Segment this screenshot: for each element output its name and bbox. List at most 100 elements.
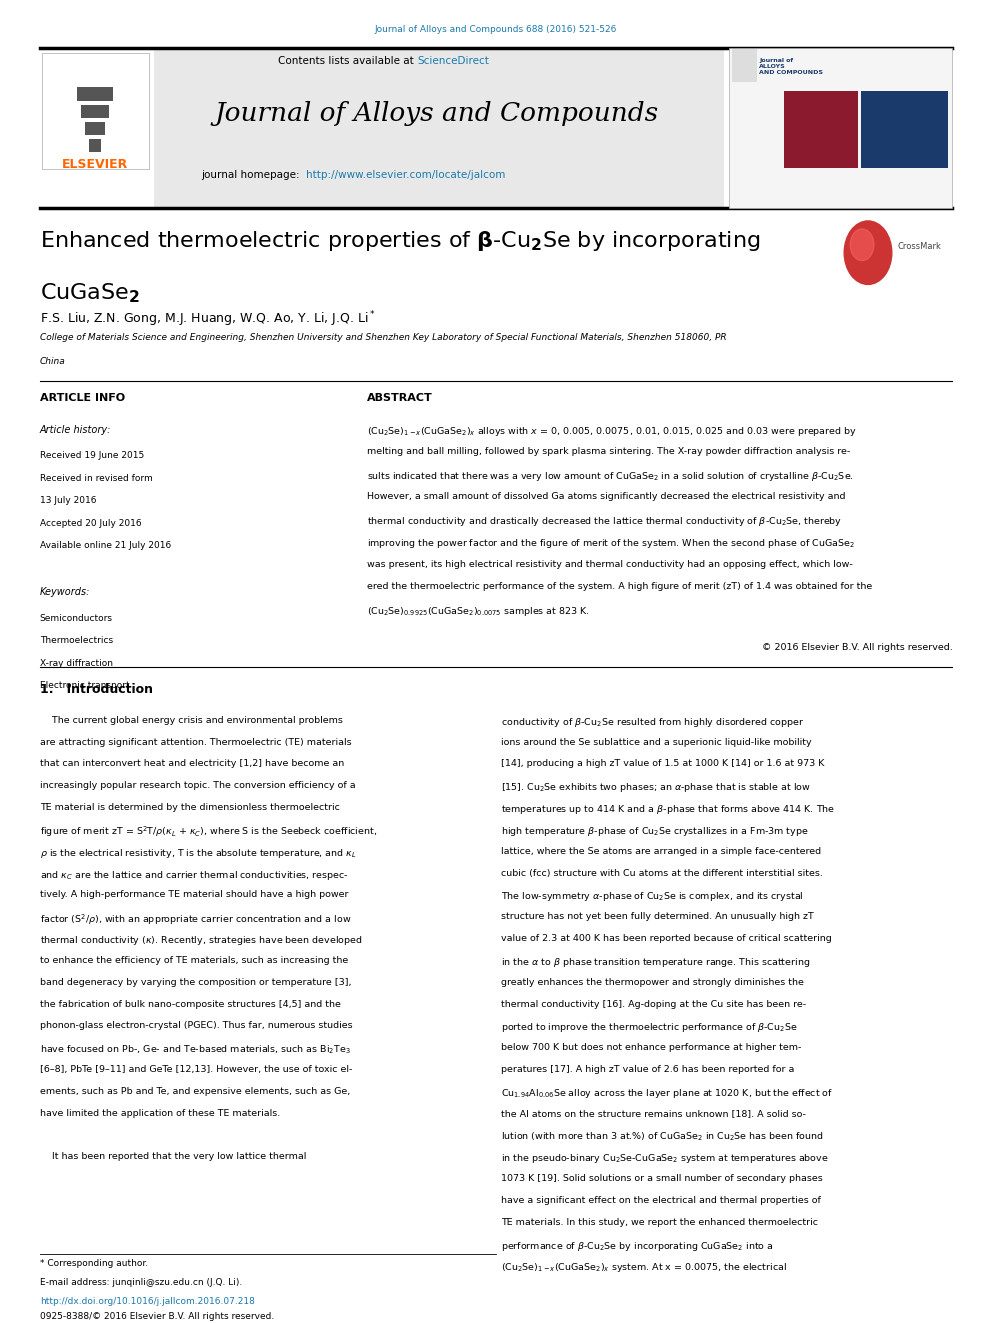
Bar: [784, 91, 858, 168]
Text: (Cu$_2$Se)$_{0.9925}$(CuGaSe$_2$)$_{0.0075}$ samples at 823 K.: (Cu$_2$Se)$_{0.9925}$(CuGaSe$_2$)$_{0.00…: [367, 605, 590, 618]
Text: Semiconductors: Semiconductors: [40, 614, 113, 623]
Text: Keywords:: Keywords:: [40, 587, 90, 598]
Text: lattice, where the Se atoms are arranged in a simple face-centered: lattice, where the Se atoms are arranged…: [501, 847, 821, 856]
Text: TE materials. In this study, we report the enhanced thermoelectric: TE materials. In this study, we report t…: [501, 1218, 818, 1226]
Text: ported to improve the thermoelectric performance of $\beta$-Cu$_2$Se: ported to improve the thermoelectric per…: [501, 1021, 798, 1035]
Text: Journal of
ALLOYS
AND COMPOUNDS: Journal of ALLOYS AND COMPOUNDS: [759, 58, 823, 75]
Text: structure has not yet been fully determined. An unusually high zT: structure has not yet been fully determi…: [501, 913, 813, 921]
Bar: [77, 87, 113, 101]
Text: However, a small amount of dissolved Ga atoms significantly decreased the electr: However, a small amount of dissolved Ga …: [367, 492, 845, 501]
Text: Received in revised form: Received in revised form: [40, 474, 153, 483]
Text: thermal conductivity ($\kappa$). Recently, strategies have been developed: thermal conductivity ($\kappa$). Recentl…: [40, 934, 362, 947]
Text: have limited the application of these TE materials.: have limited the application of these TE…: [40, 1109, 280, 1118]
Text: CuGaSe$\mathbf{_2}$: CuGaSe$\mathbf{_2}$: [40, 282, 140, 306]
Text: conductivity of $\beta$-Cu$_2$Se resulted from highly disordered copper: conductivity of $\beta$-Cu$_2$Se resulte…: [501, 716, 805, 729]
Text: Available online 21 July 2016: Available online 21 July 2016: [40, 541, 171, 550]
Text: Contents lists available at: Contents lists available at: [278, 56, 417, 66]
Text: Journal of Alloys and Compounds 688 (2016) 521-526: Journal of Alloys and Compounds 688 (201…: [375, 25, 617, 33]
Text: Journal of Alloys and Compounds: Journal of Alloys and Compounds: [214, 102, 659, 126]
Bar: [154, 48, 724, 208]
Bar: [861, 91, 948, 168]
Text: It has been reported that the very low lattice thermal: It has been reported that the very low l…: [40, 1152, 307, 1162]
Text: have a significant effect on the electrical and thermal properties of: have a significant effect on the electri…: [501, 1196, 820, 1205]
Text: in the pseudo-binary Cu$_2$Se-CuGaSe$_2$ system at temperatures above: in the pseudo-binary Cu$_2$Se-CuGaSe$_2$…: [501, 1152, 828, 1166]
Text: TE material is determined by the dimensionless thermoelectric: TE material is determined by the dimensi…: [40, 803, 339, 812]
Text: Electronic transport: Electronic transport: [40, 681, 129, 691]
Text: tively. A high-performance TE material should have a high power: tively. A high-performance TE material s…: [40, 890, 348, 900]
Text: (Cu$_2$Se)$_{1-x}$(CuGaSe$_2$)$_x$ alloys with $x$ = 0, 0.005, 0.0075, 0.01, 0.0: (Cu$_2$Se)$_{1-x}$(CuGaSe$_2$)$_x$ alloy…: [367, 425, 857, 438]
Text: 13 July 2016: 13 July 2016: [40, 496, 96, 505]
Text: high temperature $\beta$-phase of Cu$_2$Se crystallizes in a Fm-3m type: high temperature $\beta$-phase of Cu$_2$…: [501, 826, 808, 837]
Text: band degeneracy by varying the composition or temperature [3],: band degeneracy by varying the compositi…: [40, 978, 351, 987]
Text: The low-symmetry $\alpha$-phase of Cu$_2$Se is complex, and its crystal: The low-symmetry $\alpha$-phase of Cu$_2…: [501, 890, 804, 904]
Text: X-ray diffraction: X-ray diffraction: [40, 659, 113, 668]
Text: improving the power factor and the figure of merit of the system. When the secon: improving the power factor and the figur…: [367, 537, 855, 550]
Text: thermal conductivity and drastically decreased the lattice thermal conductivity : thermal conductivity and drastically dec…: [367, 515, 842, 528]
Text: cubic (fcc) structure with Cu atoms at the different interstitial sites.: cubic (fcc) structure with Cu atoms at t…: [501, 869, 822, 877]
Text: College of Materials Science and Engineering, Shenzhen University and Shenzhen K: College of Materials Science and Enginee…: [40, 333, 726, 343]
Text: ements, such as Pb and Te, and expensive elements, such as Ge,: ements, such as Pb and Te, and expensive…: [40, 1088, 350, 1095]
Bar: [81, 105, 109, 118]
Text: was present, its high electrical resistivity and thermal conductivity had an opp: was present, its high electrical resisti…: [367, 560, 853, 569]
Text: China: China: [40, 357, 65, 366]
Text: ScienceDirect: ScienceDirect: [418, 56, 489, 66]
Text: that can interconvert heat and electricity [1,2] have become an: that can interconvert heat and electrici…: [40, 759, 344, 769]
Text: value of 2.3 at 400 K has been reported because of critical scattering: value of 2.3 at 400 K has been reported …: [501, 934, 831, 943]
Text: and $\kappa$$_C$ are the lattice and carrier thermal conductivities, respec-: and $\kappa$$_C$ are the lattice and car…: [40, 869, 348, 881]
Text: Accepted 20 July 2016: Accepted 20 July 2016: [40, 519, 141, 528]
Text: 1073 K [19]. Solid solutions or a small number of secondary phases: 1073 K [19]. Solid solutions or a small …: [501, 1175, 822, 1183]
Text: The current global energy crisis and environmental problems: The current global energy crisis and env…: [40, 716, 342, 725]
Text: the fabrication of bulk nano-composite structures [4,5] and the: the fabrication of bulk nano-composite s…: [40, 1000, 340, 1008]
Text: sults indicated that there was a very low amount of CuGaSe$_2$ in a solid soluti: sults indicated that there was a very lo…: [367, 470, 854, 483]
Text: below 700 K but does not enhance performance at higher tem-: below 700 K but does not enhance perform…: [501, 1044, 802, 1052]
Text: ABSTRACT: ABSTRACT: [367, 393, 433, 404]
Text: Enhanced thermoelectric properties of $\mathbf{\beta}$-Cu$\mathbf{_2}$Se by inco: Enhanced thermoelectric properties of $\…: [40, 229, 760, 253]
Text: http://www.elsevier.com/locate/jalcom: http://www.elsevier.com/locate/jalcom: [306, 169, 505, 180]
Circle shape: [850, 229, 874, 261]
Text: CrossMark: CrossMark: [898, 242, 941, 250]
Text: © 2016 Elsevier B.V. All rights reserved.: © 2016 Elsevier B.V. All rights reserved…: [762, 643, 952, 652]
Text: the Al atoms on the structure remains unknown [18]. A solid so-: the Al atoms on the structure remains un…: [501, 1109, 806, 1118]
Text: temperatures up to 414 K and a $\beta$-phase that forms above 414 K. The: temperatures up to 414 K and a $\beta$-p…: [501, 803, 835, 816]
Bar: [732, 49, 757, 82]
Text: [15]. Cu$_2$Se exhibits two phases; an $\alpha$-phase that is stable at low: [15]. Cu$_2$Se exhibits two phases; an $…: [501, 782, 810, 794]
Text: greatly enhances the thermopower and strongly diminishes the: greatly enhances the thermopower and str…: [501, 978, 804, 987]
Text: Received 19 June 2015: Received 19 June 2015: [40, 451, 144, 460]
Text: [14], producing a high zT value of 1.5 at 1000 K [14] or 1.6 at 973 K: [14], producing a high zT value of 1.5 a…: [501, 759, 824, 769]
Text: ARTICLE INFO: ARTICLE INFO: [40, 393, 125, 404]
Text: Thermoelectrics: Thermoelectrics: [40, 636, 113, 646]
Text: phonon-glass electron-crystal (PGEC). Thus far, numerous studies: phonon-glass electron-crystal (PGEC). Th…: [40, 1021, 352, 1031]
Text: * Corresponding author.: * Corresponding author.: [40, 1259, 148, 1269]
Text: are attracting significant attention. Thermoelectric (TE) materials: are attracting significant attention. Th…: [40, 738, 351, 746]
Text: peratures [17]. A high zT value of 2.6 has been reported for a: peratures [17]. A high zT value of 2.6 h…: [501, 1065, 795, 1074]
Text: performance of $\beta$-Cu$_2$Se by incorporating CuGaSe$_2$ into a: performance of $\beta$-Cu$_2$Se by incor…: [501, 1240, 774, 1253]
Text: F.S. Liu, Z.N. Gong, M.J. Huang, W.Q. Ao, Y. Li, J.Q. Li$^*$: F.S. Liu, Z.N. Gong, M.J. Huang, W.Q. Ao…: [40, 310, 375, 329]
Text: increasingly popular research topic. The conversion efficiency of a: increasingly popular research topic. The…: [40, 782, 355, 790]
Text: melting and ball milling, followed by spark plasma sintering. The X-ray powder d: melting and ball milling, followed by sp…: [367, 447, 850, 456]
Text: Article history:: Article history:: [40, 425, 111, 435]
Text: ions around the Se sublattice and a superionic liquid-like mobility: ions around the Se sublattice and a supe…: [501, 738, 811, 746]
Text: to enhance the efficiency of TE materials, such as increasing the: to enhance the efficiency of TE material…: [40, 957, 348, 964]
Text: factor (S$^2$/$\rho$), with an appropriate carrier concentration and a low: factor (S$^2$/$\rho$), with an appropria…: [40, 913, 351, 927]
Bar: [40, 48, 154, 208]
Text: $\rho$ is the electrical resistivity, T is the absolute temperature, and $\kappa: $\rho$ is the electrical resistivity, T …: [40, 847, 356, 860]
Text: in the $\alpha$ to $\beta$ phase transition temperature range. This scattering: in the $\alpha$ to $\beta$ phase transit…: [501, 957, 810, 968]
Bar: [729, 48, 952, 208]
Text: Cu$_{1.94}$Al$_{0.06}$Se alloy across the layer plane at 1020 K, but the effect : Cu$_{1.94}$Al$_{0.06}$Se alloy across th…: [501, 1088, 833, 1099]
Text: http://dx.doi.org/10.1016/j.jallcom.2016.07.218: http://dx.doi.org/10.1016/j.jallcom.2016…: [40, 1297, 255, 1306]
Text: ered the thermoelectric performance of the system. A high figure of merit (zT) o: ered the thermoelectric performance of t…: [367, 582, 872, 591]
Text: figure of merit zT = S$^2$T/$\rho$($\kappa$$_L$ + $\kappa$$_C$), where S is the : figure of merit zT = S$^2$T/$\rho$($\kap…: [40, 826, 377, 840]
Bar: [42, 53, 149, 169]
Text: have focused on Pb-, Ge- and Te-based materials, such as Bi$_2$Te$_3$: have focused on Pb-, Ge- and Te-based ma…: [40, 1044, 350, 1056]
Text: E-mail address: junqinli@szu.edu.cn (J.Q. Li).: E-mail address: junqinli@szu.edu.cn (J.Q…: [40, 1278, 242, 1287]
Circle shape: [844, 221, 892, 284]
Text: thermal conductivity [16]. Ag-doping at the Cu site has been re-: thermal conductivity [16]. Ag-doping at …: [501, 1000, 806, 1008]
Text: ELSEVIER: ELSEVIER: [62, 157, 128, 171]
Text: 1.   Introduction: 1. Introduction: [40, 683, 153, 696]
Bar: [89, 139, 101, 152]
Bar: [85, 122, 105, 135]
Text: journal homepage:: journal homepage:: [200, 169, 303, 180]
Text: 0925-8388/© 2016 Elsevier B.V. All rights reserved.: 0925-8388/© 2016 Elsevier B.V. All right…: [40, 1312, 274, 1322]
Text: [6–8], PbTe [9–11] and GeTe [12,13]. However, the use of toxic el-: [6–8], PbTe [9–11] and GeTe [12,13]. How…: [40, 1065, 352, 1074]
Text: lution (with more than 3 at.%) of CuGaSe$_2$ in Cu$_2$Se has been found: lution (with more than 3 at.%) of CuGaSe…: [501, 1131, 823, 1143]
